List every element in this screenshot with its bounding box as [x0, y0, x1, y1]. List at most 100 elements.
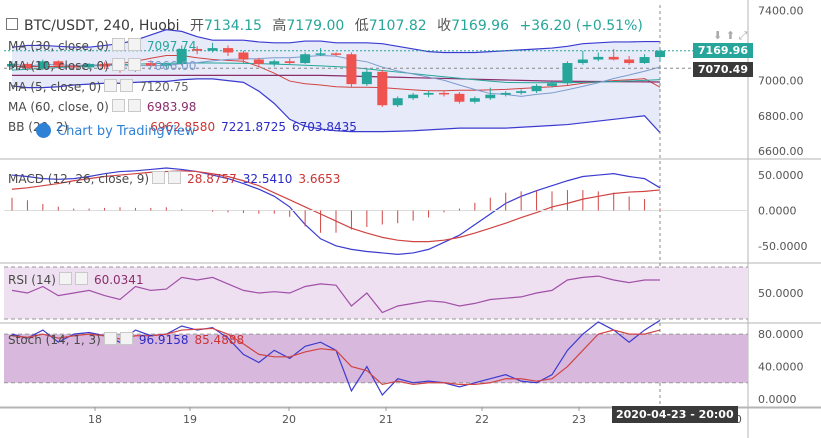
stoch-value-1: 96.9158 [138, 333, 189, 347]
candle-body [37, 61, 48, 69]
macd-tick: 50.0000 [758, 169, 804, 182]
close-icon[interactable] [120, 79, 134, 92]
price-tick: 6600.00 [758, 145, 804, 158]
stoch-tick: 40.0000 [758, 361, 804, 374]
candle-body [531, 85, 542, 92]
candle-body [423, 92, 434, 95]
ma5-label: MA (5, close, 0) [8, 80, 102, 94]
macd-label: MACD (12, 26, close, 9) [8, 172, 150, 186]
close-icon[interactable] [127, 58, 141, 71]
low-label: 低 [354, 18, 369, 34]
ma10-label: MA (10, close, 0) [8, 59, 109, 73]
arrow-down-icon[interactable]: ⬇ [713, 29, 723, 42]
candle-body [161, 63, 172, 66]
settings-icon[interactable] [152, 171, 166, 184]
bb-value-2: 7221.8725 [221, 120, 286, 134]
low-value: 7107.82 [368, 18, 427, 34]
close-label: 收 [437, 18, 452, 34]
close-value: 7169.96 [451, 18, 509, 34]
legend-ma10[interactable]: MA (10, close, 0) 7066.00 [8, 58, 196, 73]
candle-body [639, 57, 650, 64]
legend-stoch[interactable]: Stoch (14, 1, 3) 96.9158 85.4888 [8, 332, 244, 347]
legend-ma60[interactable]: MA (60, close, 0) 6983.98 [8, 99, 196, 114]
legend-rsi[interactable]: RSI (14) 60.0341 [8, 272, 144, 287]
settings-icon[interactable] [111, 38, 125, 51]
candle-body [223, 48, 233, 53]
candle-body [238, 52, 249, 60]
tradingview-watermark[interactable]: Chart by TradingView [36, 123, 195, 139]
time-tick: 19 [183, 413, 197, 426]
candle-body [439, 92, 449, 95]
close-icon[interactable] [119, 332, 133, 345]
candle-body [253, 59, 264, 64]
candle-body [593, 56, 604, 60]
candle-body [469, 98, 480, 102]
settings-icon[interactable] [58, 272, 72, 285]
bb-value-1: 6962.8580 [150, 120, 216, 134]
candle-body [547, 83, 557, 86]
candle-body [145, 63, 156, 66]
settings-icon[interactable] [103, 332, 117, 345]
candle-body [500, 92, 511, 95]
open-value: 7134.15 [204, 18, 262, 34]
macd-value-1: 28.8757 [187, 172, 237, 186]
candle-body [346, 54, 357, 85]
candle-body [516, 91, 527, 93]
bb-value-3: 6703.8435 [292, 120, 357, 134]
stoch-label: Stoch (14, 1, 3) [8, 333, 101, 347]
stoch-value-2: 85.4888 [194, 333, 245, 347]
collapse-icon[interactable] [6, 18, 18, 30]
maximize-icon[interactable]: ⤢ [738, 29, 748, 42]
rsi-label: RSI (14) [8, 273, 56, 287]
time-tick: 23 [572, 413, 586, 426]
legend-ma5[interactable]: MA (5, close, 0) 7120.75 [8, 79, 189, 94]
arrow-up-icon[interactable]: ⬆ [725, 29, 735, 42]
macd-value-3: 3.6653 [298, 172, 341, 186]
candle-body [84, 63, 95, 68]
pane-controls[interactable]: ⬇ ⬆ ⤢ [713, 29, 747, 43]
price-tick: 6800.00 [758, 110, 804, 123]
settings-icon[interactable] [104, 79, 118, 92]
candle-body [192, 48, 203, 51]
time-tick: 22 [475, 413, 489, 426]
legend-ma30[interactable]: MA (30, close, 0) 7097.74 [8, 38, 196, 53]
crosshair-price-label: 7070.49 [692, 62, 753, 77]
candle-body [207, 48, 218, 51]
candle-body [454, 93, 465, 102]
ma10-value: 7066.00 [146, 59, 197, 73]
settings-icon[interactable] [111, 58, 125, 71]
close-icon[interactable] [74, 272, 88, 285]
time-tick: 18 [88, 413, 102, 426]
close-icon[interactable] [168, 171, 182, 184]
price-axis-bg [748, 0, 821, 407]
rsi-tick: 50.0000 [758, 287, 804, 300]
candle-body [577, 59, 588, 64]
candle-body [377, 71, 388, 106]
candle-body [608, 56, 619, 60]
candle-body [485, 94, 496, 99]
open-label: 开 [190, 18, 205, 34]
candle-body [562, 63, 573, 84]
ma60-label: MA (60, close, 0) [8, 100, 109, 114]
close-icon[interactable] [127, 38, 141, 51]
candle-body [53, 61, 64, 66]
time-tick: 20 [282, 413, 296, 426]
candle-body [624, 59, 635, 64]
rsi-value: 60.0341 [93, 273, 144, 287]
candle-body [99, 63, 110, 67]
candle-body [284, 61, 295, 64]
tradingview-logo-icon [36, 123, 51, 138]
ma60-value: 6983.98 [146, 100, 197, 114]
legend-macd[interactable]: MACD (12, 26, close, 9) 28.8757 32.5410 3.6… [8, 171, 340, 186]
macd-line [11, 167, 661, 255]
close-icon[interactable] [127, 99, 141, 112]
rsi-line [11, 275, 660, 314]
candle-body [331, 53, 341, 55]
settings-icon[interactable] [111, 99, 125, 112]
macd-tick: 0.0000 [758, 204, 797, 217]
candle-body [315, 53, 326, 55]
price-tick: 7400.00 [758, 4, 804, 17]
candle-body [361, 71, 372, 85]
ma5-value: 7120.75 [139, 80, 189, 94]
